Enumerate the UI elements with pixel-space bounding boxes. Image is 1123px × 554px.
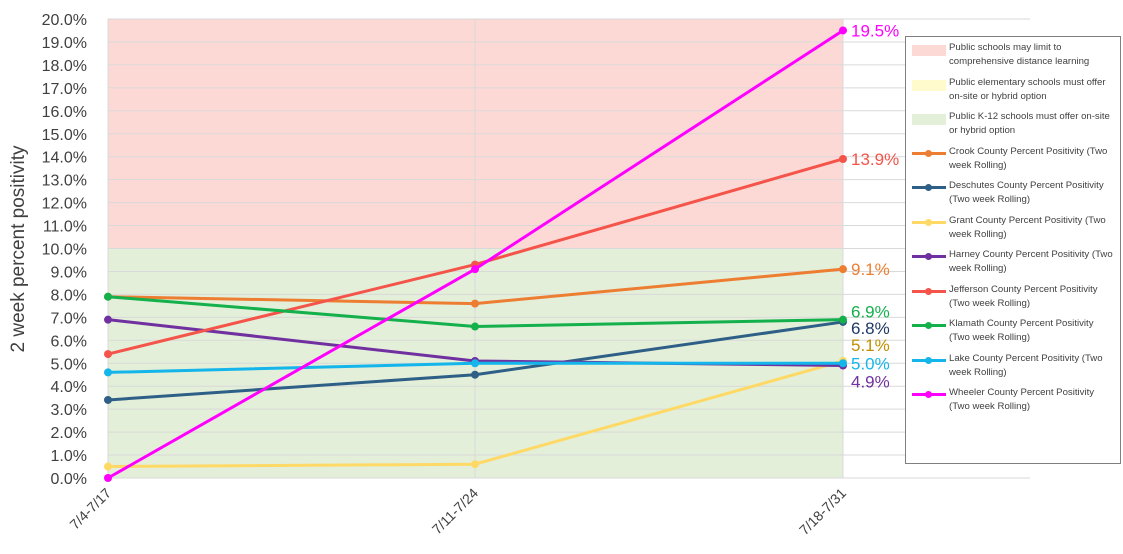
legend-item: Jefferson County Percent Positivity (Two… xyxy=(912,283,1114,318)
legend-swatch xyxy=(912,284,946,300)
legend-swatch xyxy=(912,114,946,125)
series-point xyxy=(471,370,479,379)
legend-label: Wheeler County Percent Positivity (Two w… xyxy=(949,387,1095,412)
y-tick-label: 0.0% xyxy=(51,471,87,488)
series-point xyxy=(471,322,479,331)
legend-swatch xyxy=(912,249,946,265)
legend-swatch xyxy=(912,387,946,403)
legend-item: Harney County Percent Positivity (Two we… xyxy=(912,248,1114,283)
end-value-label: 4.9% xyxy=(851,373,890,392)
y-tick-label: 6.0% xyxy=(51,333,87,350)
legend-item: Crook County Percent Positivity (Two wee… xyxy=(912,145,1114,180)
y-tick-label: 5.0% xyxy=(51,356,87,373)
legend-swatch xyxy=(912,318,946,334)
y-tick-label: 9.0% xyxy=(51,264,87,281)
legend-label: Deschutes County Percent Positivity (Two… xyxy=(949,180,1104,205)
end-value-labels: 9.1% 6.8%5.1% 4.9% 13.9% 6.9% 5.0% 19.5% xyxy=(851,21,899,391)
series-point xyxy=(104,474,112,482)
end-value-label: 19.5% xyxy=(851,21,899,40)
legend-item: Deschutes County Percent Positivity (Two… xyxy=(912,179,1114,214)
legend-swatch xyxy=(912,79,946,91)
y-tick-label: 7.0% xyxy=(51,310,87,327)
legend-swatch xyxy=(912,215,946,231)
y-tick-label: 12.0% xyxy=(42,196,87,213)
series-point xyxy=(104,292,112,301)
end-value-label: 13.9% xyxy=(851,150,899,169)
y-tick-label: 10.0% xyxy=(42,242,87,259)
y-axis-ticks: 0.0% 1.0% 2.0% 3.0% 4.0% 5.0% 6.0% 7.0% 8.0% 9.0%… xyxy=(42,12,87,488)
legend-item: Public elementary schools must offer on-… xyxy=(912,76,1114,111)
end-value-label: 5.1% xyxy=(851,336,890,355)
legend-swatch xyxy=(912,45,946,56)
legend-label: Public K-12 schools must offer on-site o… xyxy=(949,111,1110,136)
series-point xyxy=(104,368,112,377)
legend-swatch xyxy=(912,180,946,196)
legend-item: Public K-12 schools must offer on-site o… xyxy=(912,110,1114,145)
x-tick-label: 7/4-7/17 xyxy=(66,485,114,533)
x-axis-ticks: 7/4-7/17 7/11-7/24 7/18-7/31 xyxy=(66,485,849,538)
legend-label: Public schools may limit to comprehensiv… xyxy=(949,42,1090,67)
legend-label: Harney County Percent Positivity (Two we… xyxy=(949,249,1113,274)
y-tick-label: 16.0% xyxy=(42,104,87,121)
series-point xyxy=(471,299,479,308)
legend-item: Klamath County Percent Positivity (Two w… xyxy=(912,317,1114,352)
legend-label: Jefferson County Percent Positivity (Two… xyxy=(949,283,1098,309)
y-tick-label: 19.0% xyxy=(42,35,87,52)
gridlines xyxy=(107,18,1030,479)
legend-item: Grant County Percent Positivity (Two wee… xyxy=(912,214,1114,249)
end-value-label: 9.1% xyxy=(851,260,890,279)
y-tick-label: 17.0% xyxy=(42,81,87,98)
series-point xyxy=(471,460,479,469)
series-lines xyxy=(104,26,847,482)
legend: Public schools may limit to comprehensiv… xyxy=(905,36,1121,464)
legend-label: Grant County Percent Positivity (Two wee… xyxy=(949,214,1106,240)
y-tick-label: 18.0% xyxy=(42,58,87,75)
y-tick-label: 15.0% xyxy=(42,127,87,144)
series-point xyxy=(104,395,112,404)
series-point xyxy=(104,462,112,471)
end-value-label: 6.9% xyxy=(851,303,890,322)
y-tick-label: 13.0% xyxy=(42,173,87,190)
series-point xyxy=(839,26,847,35)
legend-label: Klamath County Percent Positivity (Two w… xyxy=(949,318,1094,343)
legend-label: Crook County Percent Positivity (Two wee… xyxy=(949,145,1108,171)
x-tick-label: 7/18-7/31 xyxy=(796,485,849,538)
series-point xyxy=(104,350,112,359)
y-tick-label: 20.0% xyxy=(42,12,87,29)
legend-item: Public schools may limit to comprehensiv… xyxy=(912,41,1114,76)
series-point xyxy=(471,265,479,274)
end-value-label: 6.8% xyxy=(851,319,890,338)
series-point xyxy=(839,154,847,163)
y-tick-label: 14.0% xyxy=(42,150,87,167)
legend-label: Public elementary schools must offer on-… xyxy=(949,76,1106,102)
series-point xyxy=(839,315,847,324)
legend-swatch xyxy=(912,146,946,162)
series-point xyxy=(839,359,847,368)
series-point xyxy=(104,315,112,324)
x-tick-label: 7/11-7/24 xyxy=(429,485,482,538)
y-tick-label: 4.0% xyxy=(51,379,87,396)
series-point xyxy=(839,265,847,274)
legend-label: Lake County Percent Positivity (Two week… xyxy=(949,352,1103,378)
y-tick-label: 1.0% xyxy=(51,448,87,465)
legend-item: Wheeler County Percent Positivity (Two w… xyxy=(912,386,1114,421)
series-point xyxy=(471,359,479,368)
y-tick-label: 3.0% xyxy=(51,402,87,419)
y-tick-label: 2.0% xyxy=(51,425,87,442)
y-axis-label: 2 week percent positivity xyxy=(8,145,29,352)
legend-item: Lake County Percent Positivity (Two week… xyxy=(912,352,1114,387)
end-value-label: 5.0% xyxy=(851,354,890,373)
y-tick-label: 8.0% xyxy=(51,287,87,304)
y-tick-label: 11.0% xyxy=(43,219,87,236)
legend-swatch xyxy=(912,353,946,369)
